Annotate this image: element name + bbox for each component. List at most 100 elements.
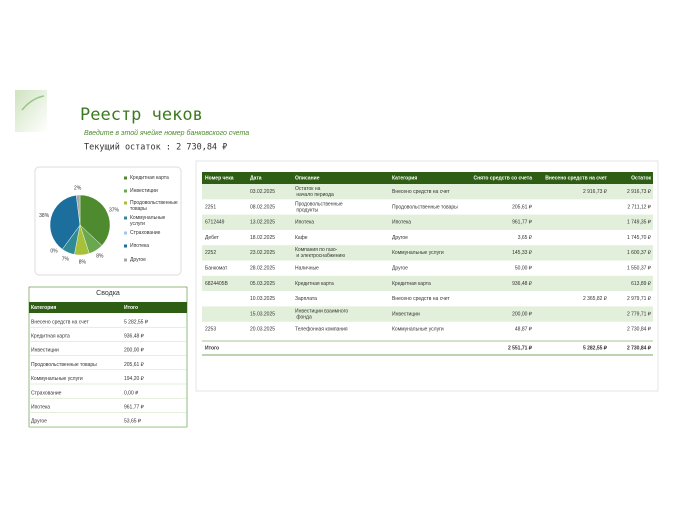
cell: 961,77 ₽ [124,405,145,411]
cell: 2 730,84 ₽ [627,327,652,333]
table-header [202,172,653,184]
cell: Телефонная компания [295,327,348,333]
cell: Коммунальные услуги [31,376,83,382]
cell: Кредитная карта [31,334,70,340]
cell: Другое [31,419,47,425]
column-header: Дата [250,175,262,181]
cell: 2 779,71 ₽ [627,311,652,317]
data-label: 38% [39,213,50,219]
cell: Кредитная карта [392,281,431,287]
total-cell: 2 730,84 ₽ [627,345,652,351]
legend-label: Страхование [130,230,161,236]
cell: Инвестиции [392,311,420,317]
total-cell: 2 551,71 ₽ [508,345,533,351]
cell: Внесено средств на счет [392,189,450,195]
cell: Ипотека [392,220,411,226]
cell: 2 916,73 ₽ [627,189,652,195]
cell: Ипотека [295,220,314,226]
cell: 18.02.2025 [250,235,275,241]
cell: 2252 [205,250,216,256]
cell: Продовольственные товары [31,362,97,368]
cell: Другое [392,235,408,241]
cell: Инвестиции [31,348,59,354]
cell: 08.02.2025 [250,204,275,210]
cell: Инвестиции взаимного фонда [295,309,348,321]
hint: Введите в этой ячейке номер банковского … [84,129,249,137]
row-band [202,184,653,200]
cell: Другое [392,265,408,271]
balance: Текущий остаток : 2 730,84 ₽ [84,143,227,153]
cell: 936,48 ₽ [512,281,533,287]
legend-swatch [124,189,127,193]
data-label: 8% [96,254,104,260]
legend-label: Другое [130,257,146,263]
cell: 15.03.2025 [250,311,275,317]
cell: 200,00 ₽ [512,311,533,317]
cell: 2 365,82 ₽ [583,296,608,302]
data-label: 0% [50,249,58,255]
cell: 53,65 ₽ [124,419,142,425]
cell: 6712449 [205,220,225,226]
legend-label: Коммунальные услуги [130,215,166,227]
legend-label: Инвестиции [130,188,158,194]
cell: Банкомат [205,265,228,271]
row-band [202,275,653,292]
cell: 205,61 ₽ [512,204,533,210]
cell: 613,89 ₽ [631,281,652,287]
cell: Страхование [31,390,62,396]
legend-swatch [124,176,127,180]
legend-label: Кредитная карта [130,175,169,181]
column-header: Итого [124,305,138,311]
cell: 23.02.2025 [250,250,275,256]
cell: Наличные [295,265,319,271]
cell: 194,20 ₽ [124,376,145,382]
cell: 10.03.2025 [250,296,275,302]
data-label: 7% [62,256,70,262]
cell: 1 749,35 ₽ [627,220,652,226]
cell: Внесено средств на счет [31,319,89,325]
legend-swatch [124,216,127,220]
column-header: Категория [392,175,417,181]
legend-label: Ипотека [130,243,150,249]
summary-header [29,302,187,313]
title: Реестр чеков [80,105,203,125]
data-label: 8% [79,259,87,265]
legend-label: Продовольственные товары [130,200,178,212]
total-cell: Итого [205,345,219,351]
column-header: Номер чека [205,175,234,181]
cell: Коммунальные услуги [392,327,444,333]
cell: 03.02.2025 [250,189,275,195]
cell: 2 711,12 ₽ [627,204,651,210]
cell: 20.03.2025 [250,327,275,333]
cell: 200,00 ₽ [124,348,145,354]
cell: 6824405B [205,281,228,287]
cell: Компания по газо- и электроснабжению [295,248,345,260]
decoration [21,95,45,111]
pie-slice [79,194,111,246]
row-band [202,214,653,230]
summary-title: Сводка [96,290,120,297]
cell: 1 550,37 ₽ [627,265,652,271]
cell: 1 600,37 ₽ [627,250,652,256]
pie-slice [76,194,81,226]
total-cell: 5 282,55 ₽ [583,345,608,351]
cell: Зарплата [295,296,317,302]
row-band [202,245,653,261]
cell: 48,87 ₽ [515,327,533,333]
pie-slice [49,195,81,250]
cell: 936,48 ₽ [124,334,145,340]
cell: 50,00 ₽ [515,265,533,271]
cell: Остаток на начало периода [295,186,334,198]
cell: 28.02.2025 [250,265,275,271]
cell: Дебет [205,235,220,241]
cell: 2253 [205,327,216,333]
column-header: Внесено средств на счет [545,175,607,181]
cell: 205,61 ₽ [124,362,145,368]
cell: 05.03.2025 [250,281,275,287]
cell: Внесено средств на счет [392,296,450,302]
legend-swatch [124,231,127,235]
data-label: 2% [74,185,82,191]
cell: 5 282,55 ₽ [124,319,149,325]
